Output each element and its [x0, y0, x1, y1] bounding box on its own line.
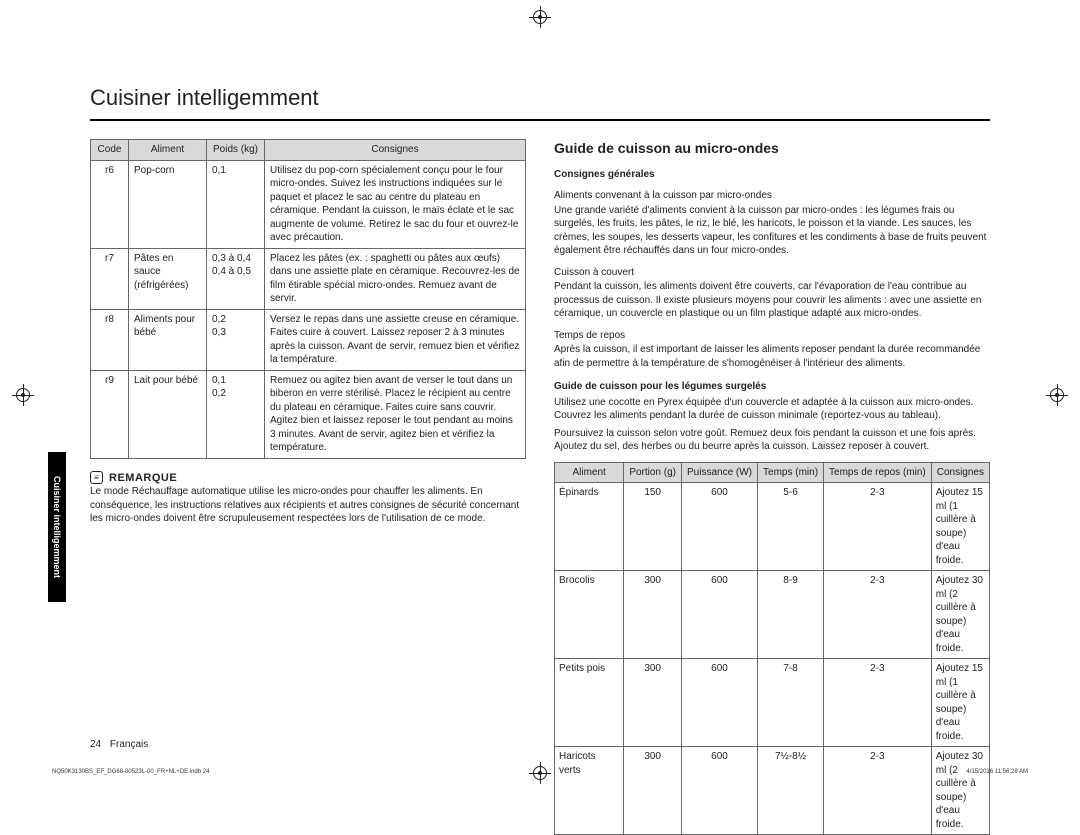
table-row: Épinards1506005-62-3Ajoutez 15 ml (1 cui…: [555, 483, 990, 571]
table-row: Petits pois3006007-82-3Ajoutez 15 ml (1 …: [555, 659, 990, 747]
th-consignes: Consignes: [265, 140, 526, 161]
cell-consignes: Utilisez du pop-corn spécialement conçu …: [265, 160, 526, 248]
cell-repos: 2-3: [824, 747, 932, 835]
cell-repos: 2-3: [824, 483, 932, 571]
table-row: r7Pâtes en sauce (réfrigérées)0,3 à 0,40…: [91, 248, 526, 309]
cell-poids: 0,3 à 0,40,4 à 0,5: [207, 248, 265, 309]
right-column: Guide de cuisson au micro-ondes Consigne…: [554, 139, 990, 835]
cell-consignes: Versez le repas dans une assiette creuse…: [265, 309, 526, 370]
h-aliments: Aliments convenant à la cuisson par micr…: [554, 189, 990, 203]
th-portion: Portion (g): [624, 462, 682, 483]
p-repos: Après la cuisson, il est important de la…: [554, 343, 990, 370]
side-tab: Cuisiner intelligemment: [48, 452, 66, 602]
h-guide2: Guide de cuisson pour les légumes surgel…: [554, 380, 990, 394]
cell-consignes: Ajoutez 30 ml (2 cuillère à soupe) d'eau…: [931, 571, 989, 659]
th-aliment: Aliment: [129, 140, 207, 161]
table-header-row: Code Aliment Poids (kg) Consignes: [91, 140, 526, 161]
table-row: r9Lait pour bébé0,10,2Remuez ou agitez b…: [91, 370, 526, 458]
h-couvert: Cuisson à couvert: [554, 266, 990, 280]
cell-puissance: 600: [682, 747, 758, 835]
crop-mark-top: [533, 10, 547, 24]
cell-temps: 7-8: [758, 659, 824, 747]
p-couvert: Pendant la cuisson, les aliments doivent…: [554, 280, 990, 321]
timestamp: 4/15/2016 11:56:28 AM: [966, 769, 1028, 775]
page-title: Cuisiner intelligemment: [90, 85, 990, 121]
cell-aliment: Aliments pour bébé: [129, 309, 207, 370]
remark-heading: ≡ REMARQUE: [90, 471, 526, 486]
p-guide2a: Utilisez une cocotte en Pyrex équipée d'…: [554, 396, 990, 423]
cell-code: r6: [91, 160, 129, 248]
crop-mark-left: [16, 388, 30, 402]
cell-puissance: 600: [682, 571, 758, 659]
frozen-veg-table: Aliment Portion (g) Puissance (W) Temps …: [554, 462, 990, 835]
cell-aliment: Brocolis: [555, 571, 624, 659]
source-file: NQ50K3130BS_EF_DG68-00523L-00_FR+NL+DE.i…: [52, 769, 209, 775]
cell-code: r9: [91, 370, 129, 458]
cell-aliment: Pop-corn: [129, 160, 207, 248]
p-guide2b: Poursuivez la cuisson selon votre goût. …: [554, 427, 990, 454]
cell-repos: 2-3: [824, 659, 932, 747]
h-consignes: Consignes générales: [554, 168, 990, 182]
section-title: Guide de cuisson au micro-ondes: [554, 139, 990, 158]
cell-portion: 300: [624, 659, 682, 747]
footer-lang: Français: [110, 739, 148, 750]
cell-aliment: Pâtes en sauce (réfrigérées): [129, 248, 207, 309]
th-aliment: Aliment: [555, 462, 624, 483]
th-temps: Temps (min): [758, 462, 824, 483]
th-consignes: Consignes: [931, 462, 989, 483]
table-row: r6Pop-corn0,1Utilisez du pop-corn spécia…: [91, 160, 526, 248]
cell-code: r7: [91, 248, 129, 309]
cell-consignes: Remuez ou agitez bien avant de verser le…: [265, 370, 526, 458]
cell-aliment: Épinards: [555, 483, 624, 571]
cell-portion: 300: [624, 571, 682, 659]
th-poids: Poids (kg): [207, 140, 265, 161]
cell-consignes: Ajoutez 15 ml (1 cuillère à soupe) d'eau…: [931, 483, 989, 571]
page-content: Cuisiner intelligemment Code Aliment Poi…: [90, 85, 990, 725]
cell-temps: 8-9: [758, 571, 824, 659]
cell-puissance: 600: [682, 659, 758, 747]
cell-repos: 2-3: [824, 571, 932, 659]
cell-poids: 0,1: [207, 160, 265, 248]
h-repos: Temps de repos: [554, 329, 990, 343]
cell-poids: 0,10,2: [207, 370, 265, 458]
cell-portion: 300: [624, 747, 682, 835]
cell-aliment: Petits pois: [555, 659, 624, 747]
p-aliments: Une grande variété d'aliments convient à…: [554, 204, 990, 258]
auto-reheat-table: Code Aliment Poids (kg) Consignes r6Pop-…: [90, 139, 526, 459]
cell-temps: 5-6: [758, 483, 824, 571]
table-header-row: Aliment Portion (g) Puissance (W) Temps …: [555, 462, 990, 483]
th-code: Code: [91, 140, 129, 161]
cell-temps: 7½-8½: [758, 747, 824, 835]
left-column: Code Aliment Poids (kg) Consignes r6Pop-…: [90, 139, 526, 835]
cell-puissance: 600: [682, 483, 758, 571]
remark-text: Le mode Réchauffage automatique utilise …: [90, 485, 526, 526]
cell-portion: 150: [624, 483, 682, 571]
table-row: Haricots verts3006007½-8½2-3Ajoutez 30 m…: [555, 747, 990, 835]
cell-code: r8: [91, 309, 129, 370]
cell-poids: 0,20,3: [207, 309, 265, 370]
crop-mark-right: [1050, 388, 1064, 402]
note-icon: ≡: [90, 471, 103, 484]
cell-aliment: Haricots verts: [555, 747, 624, 835]
th-puissance: Puissance (W): [682, 462, 758, 483]
th-repos: Temps de repos (min): [824, 462, 932, 483]
table-row: Brocolis3006008-92-3Ajoutez 30 ml (2 cui…: [555, 571, 990, 659]
page-number: 24: [90, 739, 101, 750]
cell-consignes: Placez les pâtes (ex. : spaghetti ou pât…: [265, 248, 526, 309]
cell-aliment: Lait pour bébé: [129, 370, 207, 458]
cell-consignes: Ajoutez 30 ml (2 cuillère à soupe) d'eau…: [931, 747, 989, 835]
cell-consignes: Ajoutez 15 ml (1 cuillère à soupe) d'eau…: [931, 659, 989, 747]
remark-label: REMARQUE: [109, 471, 177, 486]
table-row: r8Aliments pour bébé0,20,3Versez le repa…: [91, 309, 526, 370]
footer: 24 Français: [90, 739, 148, 750]
